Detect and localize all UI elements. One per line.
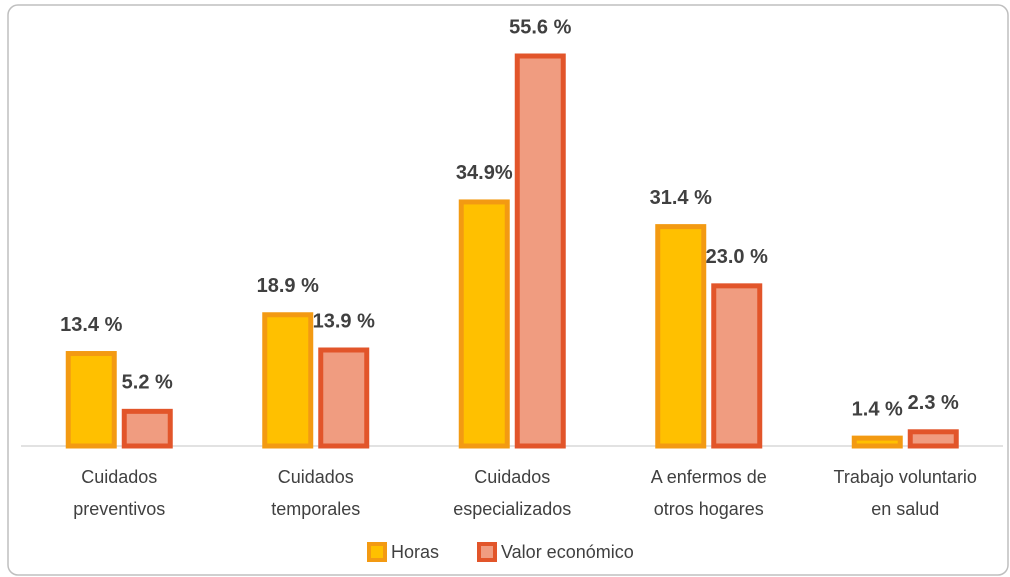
data-label: 31.4 % [650, 187, 712, 209]
x-tick-label: Cuidados [81, 467, 157, 487]
x-tick-label: preventivos [73, 499, 165, 519]
x-tick-label: especializados [453, 499, 571, 519]
legend-label: Horas [391, 542, 439, 562]
bar [655, 224, 707, 449]
x-tick-label: temporales [271, 499, 360, 519]
bar [711, 283, 763, 449]
bar [458, 199, 510, 449]
bar [318, 347, 370, 449]
bar [65, 351, 117, 449]
data-label: 13.9 % [313, 310, 375, 332]
legend-label: Valor económico [501, 542, 634, 562]
x-tick-label: Cuidados [278, 467, 354, 487]
x-tick-label: otros hogares [654, 499, 764, 519]
bar [907, 429, 959, 449]
bar [262, 312, 314, 449]
x-tick-label: en salud [871, 499, 939, 519]
bar [121, 408, 173, 449]
x-tick-label: A enfermos de [651, 467, 767, 487]
data-label: 34.9% [456, 162, 513, 184]
legend-swatch [367, 542, 387, 562]
data-label: 2.3 % [908, 392, 959, 414]
legend-swatch [477, 542, 497, 562]
data-label: 1.4 % [852, 398, 903, 420]
data-label: 18.9 % [257, 275, 319, 297]
x-tick-label: Trabajo voluntario [834, 467, 977, 487]
data-label: 23.0 % [706, 246, 768, 268]
data-label: 55.6 % [509, 16, 571, 38]
x-tick-label: Cuidados [474, 467, 550, 487]
bar [514, 53, 566, 449]
bar [851, 435, 903, 449]
data-label: 5.2 % [122, 372, 173, 394]
data-label: 13.4 % [60, 314, 122, 336]
